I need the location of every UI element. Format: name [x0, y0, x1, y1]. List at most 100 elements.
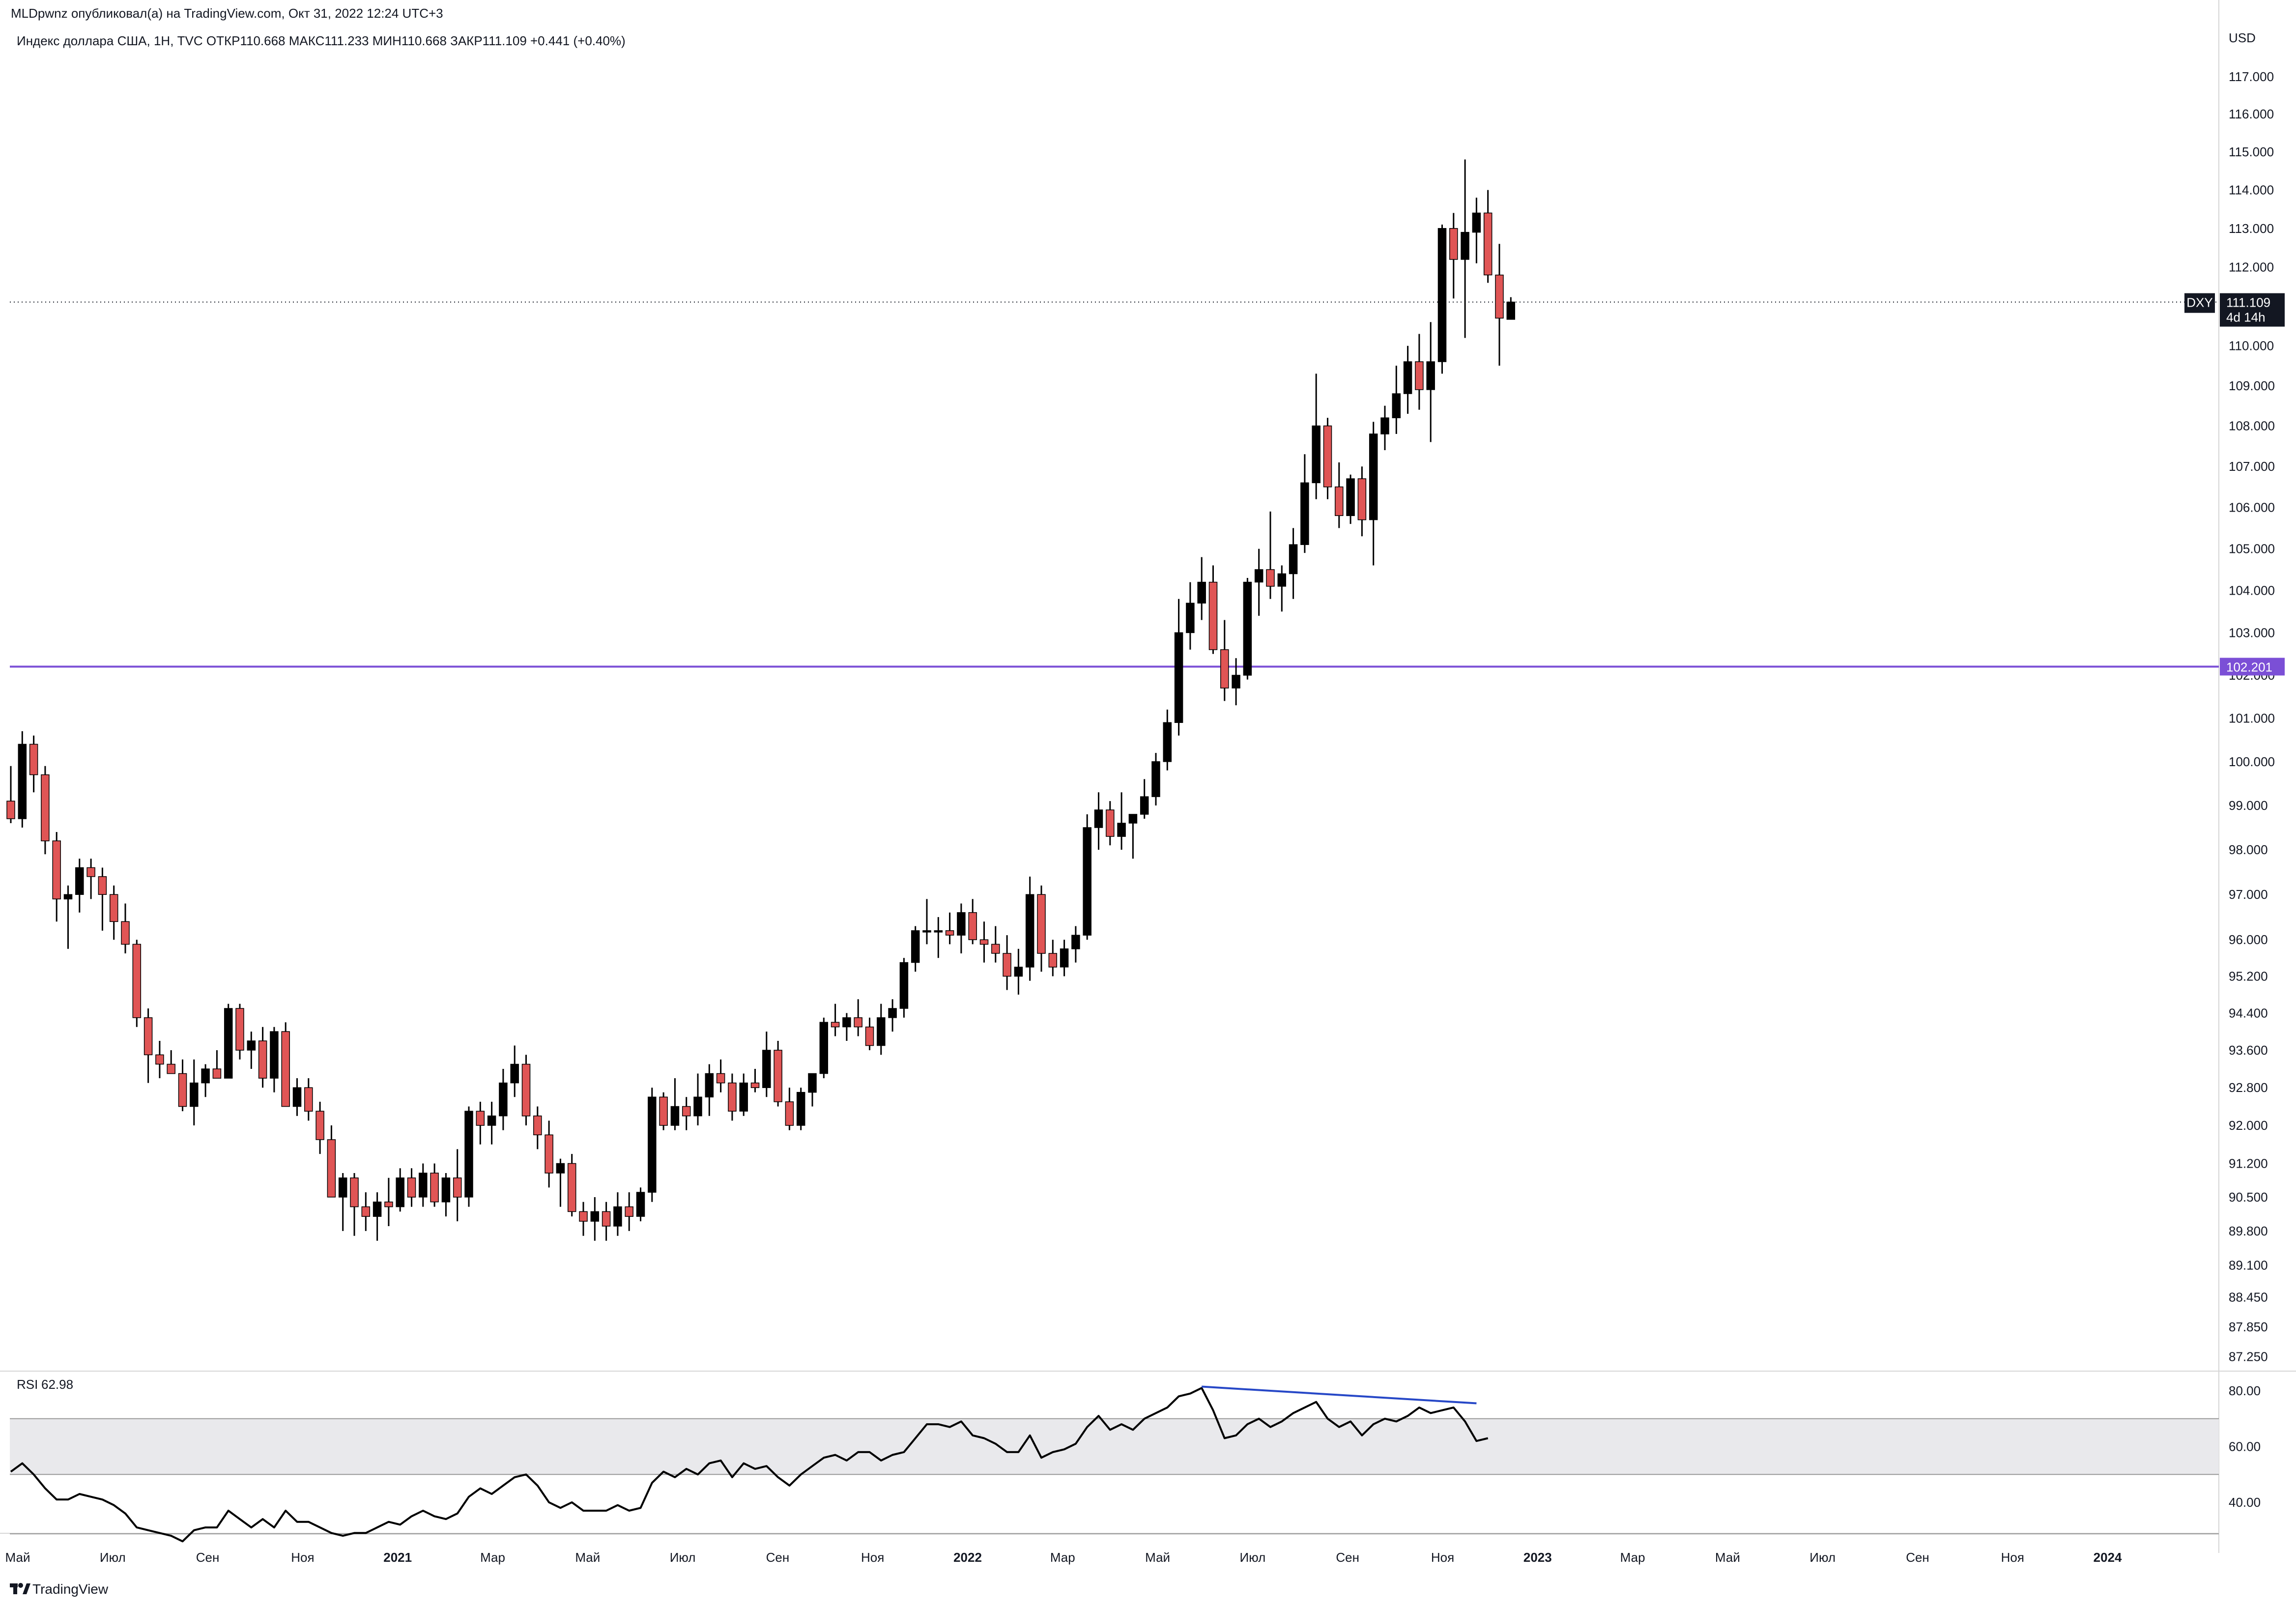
symbol-legend[interactable]: Индекс доллара США, 1Н, TVC ОТКР110.668 … [17, 33, 626, 48]
candle [1415, 334, 1424, 410]
candle [1128, 814, 1138, 859]
candle-body-up [1472, 212, 1481, 233]
candle [476, 1101, 485, 1145]
candle-body-up [292, 1087, 302, 1107]
price-tick-label: 89.800 [2229, 1224, 2268, 1238]
candle-body-down [1415, 361, 1424, 390]
candle [453, 1149, 462, 1222]
price-tick-label: 91.200 [2229, 1156, 2268, 1171]
time-tick-month: Мар [1620, 1550, 1645, 1565]
candle [178, 1059, 187, 1112]
candle-body-up [957, 912, 966, 936]
tradingview-logo[interactable]: TradingView [10, 1581, 109, 1597]
candle [1461, 159, 1469, 338]
time-tick-month: Ноя [1431, 1550, 1454, 1565]
candle-body-up [1380, 417, 1389, 434]
candle [1380, 405, 1389, 450]
candle-body-up [1163, 722, 1172, 762]
candle-body-up [1071, 935, 1080, 949]
candle [545, 1120, 553, 1188]
candle [1163, 709, 1172, 771]
price-tick-label: 115.000 [2229, 144, 2274, 159]
candle [728, 1073, 737, 1121]
candle-body-down [968, 912, 977, 940]
candle-body-down [785, 1101, 794, 1126]
price-tick-label: 89.100 [2229, 1258, 2268, 1272]
candle [1014, 948, 1023, 995]
candle-body-down [121, 921, 130, 945]
candle [739, 1073, 748, 1116]
candle-body-down [235, 1008, 244, 1051]
candle [52, 832, 61, 922]
dxy-symbol-text: DXY [2186, 295, 2212, 310]
dxy-price-badge[interactable]: DXY 111.109 4d 14h [2184, 293, 2285, 327]
candle [1094, 792, 1103, 850]
candle-body-down [865, 1026, 874, 1046]
rsi-pane[interactable]: RSI 62.98 80.00 60.00 40.00 [10, 1377, 2261, 1543]
candle-body-down [750, 1082, 760, 1088]
candle-body-up [75, 867, 84, 895]
price-tick-label: 114.000 [2229, 183, 2274, 198]
time-tick-month: Июл [1809, 1550, 1836, 1565]
candle-body-down [109, 894, 118, 922]
candle-body-up [247, 1040, 256, 1051]
time-tick-month: Мар [1050, 1550, 1075, 1565]
price-axis[interactable]: 117.000 116.000 115.000 114.000 113.000 112.0… [2229, 69, 2275, 1364]
price-tick-label: 92.000 [2229, 1118, 2268, 1133]
candle-body-down [258, 1040, 267, 1079]
candle-body-down [1003, 953, 1011, 977]
candle [533, 1106, 542, 1149]
candle [1426, 322, 1435, 442]
candle [63, 885, 73, 949]
candle-body-up [1426, 361, 1435, 390]
candle-body-up [796, 1091, 805, 1126]
candle [281, 1022, 290, 1107]
price-tick-label: 100.000 [2229, 754, 2275, 769]
candle [693, 1073, 702, 1125]
candle [441, 1173, 451, 1217]
level-price-badge[interactable]: 102.201 [2220, 658, 2285, 676]
rsi-tick-label: 60.00 [2229, 1439, 2261, 1454]
candle [144, 1008, 153, 1083]
candle [1254, 548, 1263, 616]
candle [1323, 418, 1332, 499]
candle-body-up [1461, 231, 1469, 260]
candle [567, 1154, 576, 1217]
rsi-divergence-trendline[interactable] [1202, 1385, 1477, 1405]
price-pane[interactable] [6, 159, 2219, 1241]
candle-body-up [396, 1177, 404, 1207]
price-tick-label: 103.000 [2229, 625, 2275, 640]
candle-body-up [1369, 433, 1378, 520]
candle-body-down [476, 1111, 485, 1126]
candle [521, 1055, 531, 1125]
candle [1048, 940, 1058, 976]
time-axis[interactable]: Май Июл Сен Ноя 2021 Мар Май Июл Сен Ноя 2022 Мар Ма… [5, 1550, 2123, 1565]
candle-body-up [1094, 809, 1103, 828]
dxy-countdown: 4d 14h [2226, 310, 2266, 325]
candle-body-up [1025, 894, 1034, 968]
candle-body-down [1495, 274, 1504, 319]
price-tick-label: 107.000 [2229, 459, 2275, 474]
candle-body-up [877, 1017, 886, 1046]
candle [1037, 885, 1046, 972]
candle-body-up [510, 1063, 519, 1084]
candle [1106, 801, 1115, 846]
rsi-label: RSI [17, 1377, 38, 1392]
candle [86, 859, 95, 899]
candle [1232, 658, 1240, 706]
candle-body-up [1060, 948, 1069, 968]
candle-body-down [1208, 581, 1218, 650]
candle [1083, 814, 1091, 940]
candle-body-down [1266, 569, 1275, 587]
candle [1071, 926, 1080, 963]
candle-body-up [556, 1163, 565, 1174]
candle-body-down [1220, 649, 1229, 689]
candle-body-down [327, 1139, 336, 1198]
candle [590, 1197, 600, 1241]
time-tick-month: Май [1715, 1550, 1740, 1565]
candle-body-down [579, 1211, 588, 1222]
candle-body-up [670, 1106, 680, 1126]
candle [98, 867, 107, 931]
candle-body-down [659, 1096, 668, 1126]
